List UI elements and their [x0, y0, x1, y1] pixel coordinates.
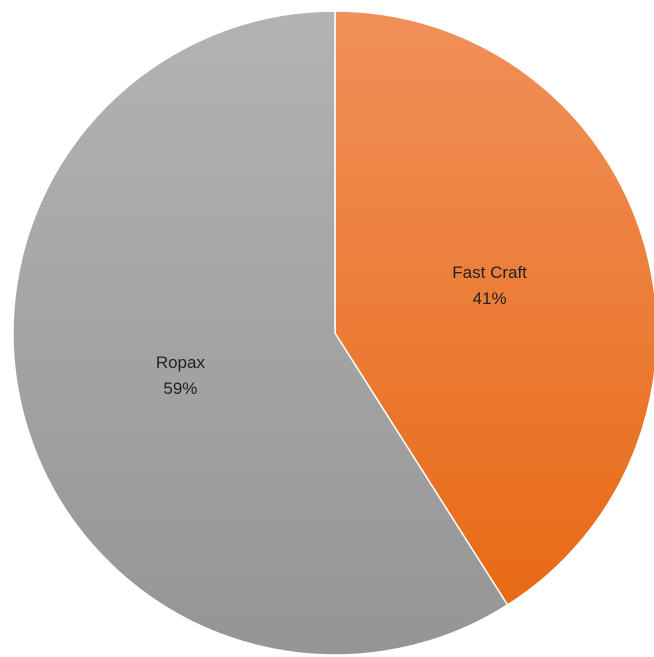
slice-percent-label: 41% [473, 289, 507, 308]
pie-labels: Fast Craft 41% Ropax 59% [156, 263, 527, 398]
pie-slices [12, 10, 654, 656]
slice-percent-label: 59% [163, 379, 197, 398]
pie-slice-fast-craft [334, 10, 654, 606]
pie-slice-ropax [12, 10, 509, 656]
slice-category-label: Ropax [156, 353, 206, 372]
slice-category-label: Fast Craft [452, 263, 527, 282]
